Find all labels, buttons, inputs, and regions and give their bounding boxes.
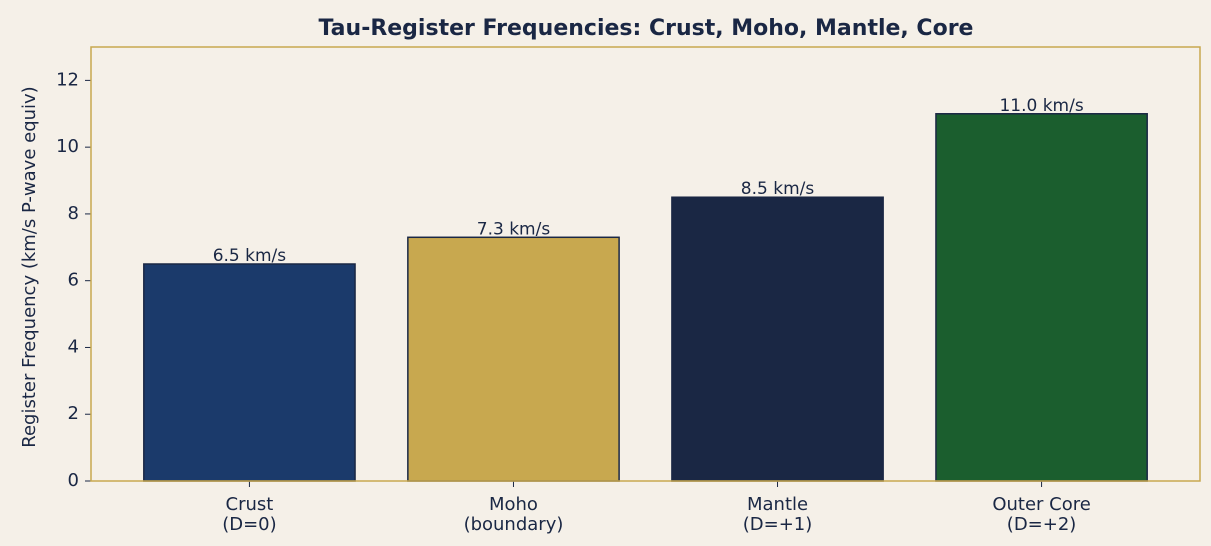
plot-frame <box>90 46 1201 482</box>
value-label: 8.5 km/s <box>741 179 815 199</box>
x-tick-label: Mantle (D=+1) <box>743 494 813 535</box>
bar <box>143 263 356 482</box>
y-tick-label: 4 <box>68 336 79 357</box>
y-tick-label: 6 <box>68 270 79 291</box>
value-label: 6.5 km/s <box>213 246 287 266</box>
bar <box>407 236 620 482</box>
y-tick-label: 8 <box>68 203 79 224</box>
value-label: 7.3 km/s <box>477 219 551 239</box>
bar <box>671 196 884 482</box>
y-axis-label: Register Frequency (km/s P-wave equiv) <box>19 86 40 447</box>
y-tick-label: 10 <box>56 136 79 157</box>
x-tick-label: Moho (boundary) <box>464 494 564 535</box>
y-tick-label: 2 <box>68 403 79 424</box>
x-tick-label: Crust (D=0) <box>222 494 276 535</box>
bar <box>935 113 1148 482</box>
chart-title: Tau-Register Frequencies: Crust, Moho, M… <box>319 16 974 41</box>
y-tick-label: 0 <box>68 470 79 491</box>
value-label: 11.0 km/s <box>999 96 1083 116</box>
y-tick-label: 12 <box>56 69 79 90</box>
x-tick-label: Outer Core (D=+2) <box>992 494 1091 535</box>
